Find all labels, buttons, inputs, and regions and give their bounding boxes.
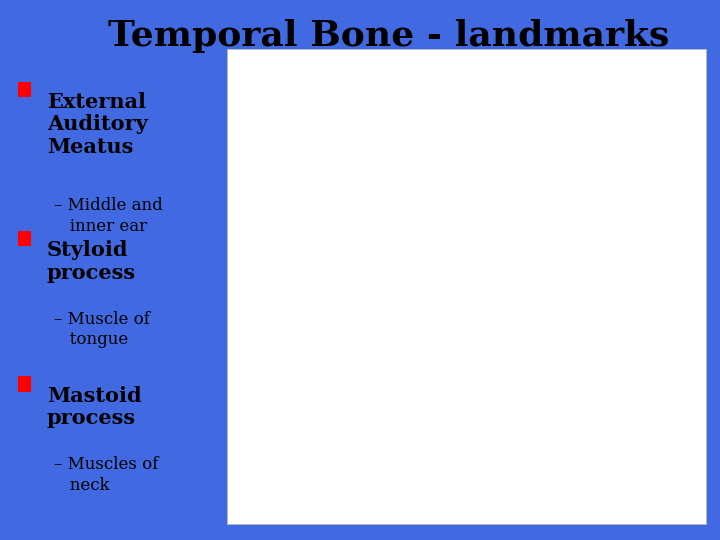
FancyBboxPatch shape xyxy=(18,376,31,392)
Text: Mastoid
process: Mastoid process xyxy=(47,386,141,429)
Text: – Middle and
   inner ear: – Middle and inner ear xyxy=(54,197,163,235)
FancyBboxPatch shape xyxy=(18,231,31,246)
Text: Styloid
process: Styloid process xyxy=(47,240,136,283)
Text: – Muscle of
   tongue: – Muscle of tongue xyxy=(54,310,150,348)
Text: Temporal Bone - landmarks: Temporal Bone - landmarks xyxy=(108,19,670,53)
Text: – Muscles of
   neck: – Muscles of neck xyxy=(54,456,158,494)
Text: External
Auditory
Meatus: External Auditory Meatus xyxy=(47,92,148,157)
FancyBboxPatch shape xyxy=(227,49,706,524)
FancyBboxPatch shape xyxy=(18,82,31,97)
